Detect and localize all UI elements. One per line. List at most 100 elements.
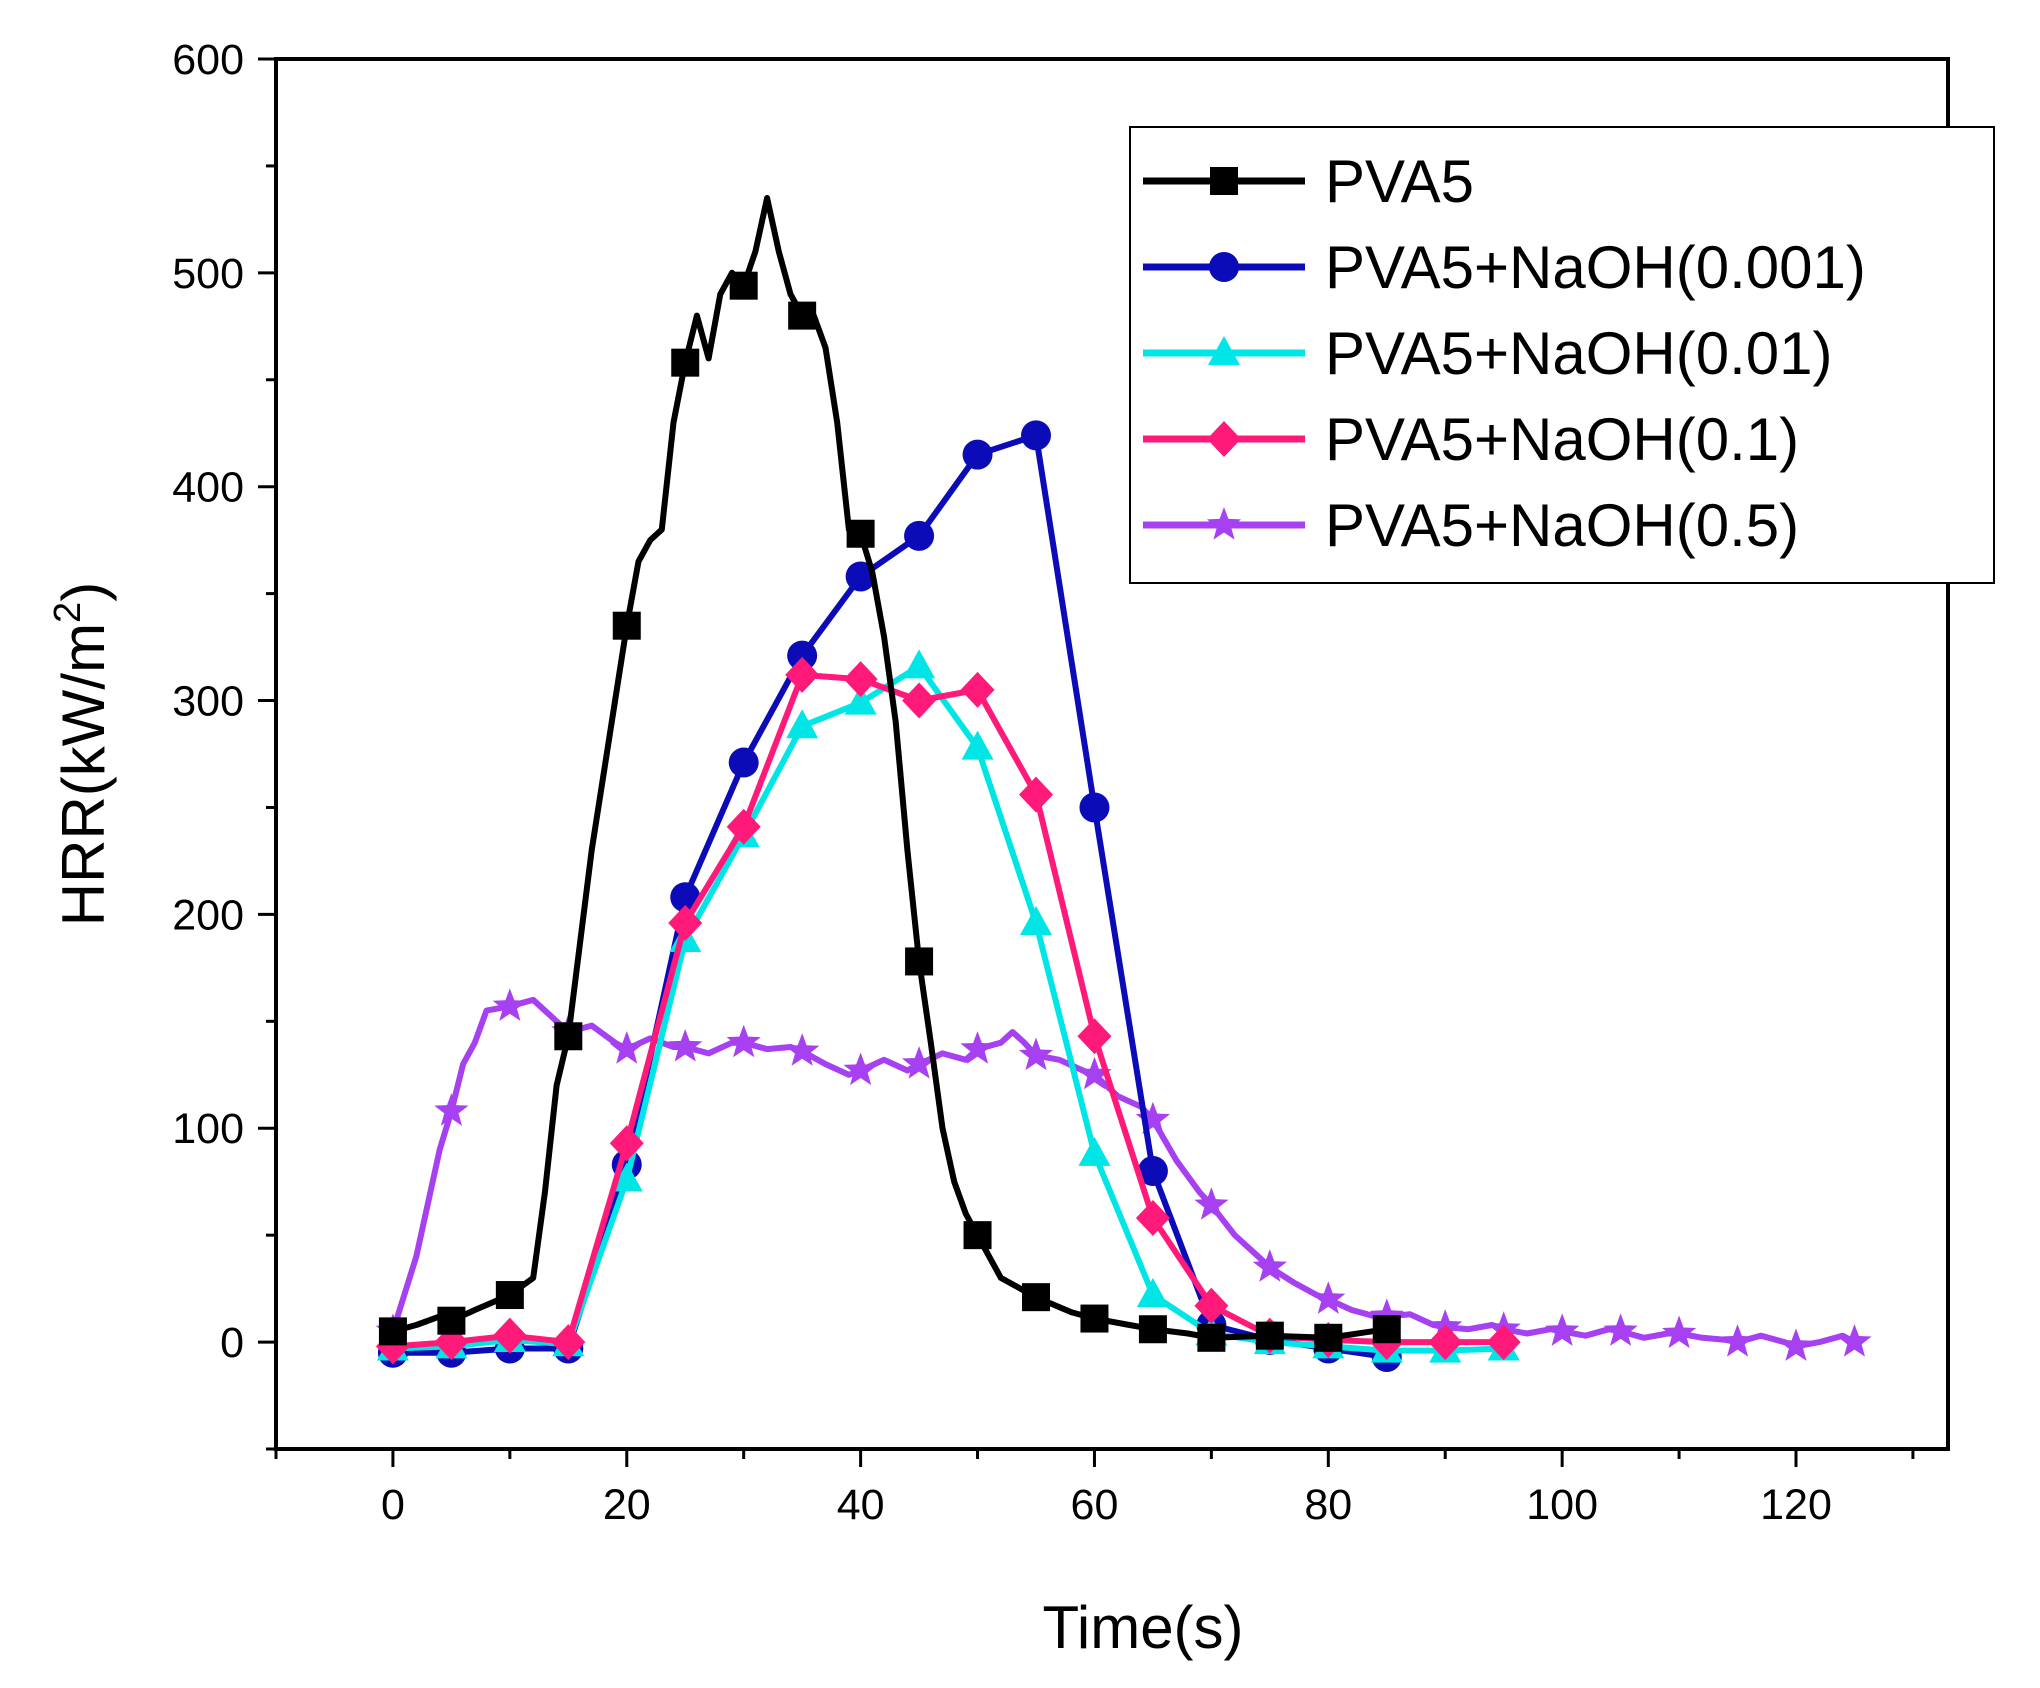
legend-entry-4: PVA5+NaOH(0.5) <box>1143 492 1799 559</box>
legend-entry-3: PVA5+NaOH(0.1) <box>1143 406 1799 473</box>
y-tick-label-2: 200 <box>172 891 244 939</box>
series-2-marker-10 <box>961 730 994 760</box>
legend-marker-1 <box>1209 252 1239 282</box>
legend-entry-0: PVA5 <box>1143 148 1474 215</box>
series-2-marker-12 <box>1078 1136 1111 1166</box>
legend-entry-2: PVA5+NaOH(0.01) <box>1143 320 1832 387</box>
series-0-marker-16 <box>1314 1323 1343 1352</box>
x-tick-label-3: 60 <box>1071 1481 1119 1529</box>
series-3-marker-8 <box>843 661 878 698</box>
series-0-marker-1 <box>437 1306 466 1335</box>
series-1-marker-12 <box>1079 792 1110 823</box>
series-4-marker-6 <box>726 1024 761 1058</box>
series-4-marker-17 <box>1369 1298 1404 1331</box>
series-0-marker-4 <box>612 611 641 640</box>
series-4-marker-20 <box>1545 1313 1580 1346</box>
series-4-marker-5 <box>668 1029 703 1062</box>
x-axis-title: Time(s) <box>1042 1594 1243 1661</box>
y-tick-label-4: 400 <box>172 464 244 512</box>
legend-entry-1: PVA5+NaOH(0.001) <box>1143 234 1866 301</box>
legend-label-4: PVA5+NaOH(0.5) <box>1325 492 1799 559</box>
series-3-marker-5 <box>668 904 703 941</box>
y-tick-label-1: 100 <box>172 1105 244 1153</box>
series-3-marker-14 <box>1194 1287 1229 1324</box>
series-3-marker-2 <box>492 1317 527 1354</box>
series-0-marker-9 <box>905 947 934 976</box>
legend-marker-0 <box>1210 167 1238 195</box>
series-1-marker-10 <box>962 439 993 470</box>
y-axis-title-close: ) <box>50 582 117 602</box>
series-2-marker-8 <box>844 685 877 715</box>
series-2-marker-11 <box>1020 905 1052 935</box>
series-0-marker-12 <box>1080 1304 1109 1333</box>
series-0-marker-3 <box>554 1022 583 1051</box>
series-3-marker-6 <box>726 808 761 845</box>
x-tick-label-6: 120 <box>1760 1481 1832 1529</box>
legend-label-3: PVA5+NaOH(0.1) <box>1325 406 1799 473</box>
series-0-marker-5 <box>671 348 700 377</box>
series-0-marker-17 <box>1372 1315 1401 1344</box>
series-2-marker-7 <box>786 709 819 739</box>
x-tick-label-1: 20 <box>603 1481 651 1529</box>
series-1-marker-7 <box>787 640 818 671</box>
x-tick-label-5: 100 <box>1526 1481 1598 1529</box>
series-4-marker-16 <box>1311 1281 1346 1314</box>
series-0-marker-0 <box>378 1317 407 1346</box>
series-3-marker-3 <box>551 1324 586 1361</box>
series-2-marker-9 <box>903 649 936 679</box>
series-3-marker-4 <box>609 1125 644 1162</box>
y-tick-label-0: 0 <box>220 1319 244 1367</box>
series-3-marker-10 <box>960 671 995 708</box>
legend-label-1: PVA5+NaOH(0.001) <box>1325 234 1866 301</box>
series-layer <box>375 195 1872 1373</box>
series-0-marker-11 <box>1022 1283 1050 1312</box>
y-tick-label-3: 300 <box>172 678 244 726</box>
series-4-marker-14 <box>1194 1187 1229 1220</box>
series-0-marker-2 <box>495 1281 524 1310</box>
legend-marker-4 <box>1206 507 1242 540</box>
series-4-marker-7 <box>785 1033 820 1066</box>
series-4-marker-13 <box>1135 1101 1170 1135</box>
y-axis-title-sup: 2 <box>47 602 89 623</box>
legend-marker-2 <box>1208 336 1240 365</box>
series-2-marker-13 <box>1136 1278 1169 1308</box>
legend-label-2: PVA5+NaOH(0.01) <box>1325 320 1832 387</box>
series-1-marker-9 <box>904 520 935 551</box>
series-3-marker-13 <box>1135 1200 1170 1237</box>
series-4-marker-25 <box>1837 1324 1872 1357</box>
y-tick-label-5: 500 <box>172 250 244 298</box>
series-1-marker-8 <box>845 561 876 592</box>
y-tick-label-6: 600 <box>172 36 244 84</box>
series-4-marker-22 <box>1662 1315 1697 1349</box>
x-tick-label-2: 40 <box>837 1481 885 1529</box>
series-0-marker-7 <box>788 301 817 330</box>
series-4-marker-9 <box>902 1046 937 1079</box>
legend: PVA5 PVA5+NaOH(0.001) PVA5+NaOH(0.01) PVA5+… <box>1129 126 1995 584</box>
series-4-marker-10 <box>960 1031 995 1064</box>
plot-frame <box>274 57 1950 1451</box>
series-3-marker-9 <box>902 682 937 719</box>
series-4-marker-4 <box>609 1031 644 1064</box>
series-3-marker-18 <box>1428 1324 1463 1361</box>
series-1-marker-6 <box>728 747 759 778</box>
x-tick-label-4: 80 <box>1304 1481 1352 1529</box>
y-axis-title-main: HRR(kW/m <box>50 623 117 926</box>
legend-marker-3 <box>1207 421 1241 457</box>
series-4-marker-15 <box>1252 1249 1287 1282</box>
ticks-layer: 0 20 40 60 80 100 120 0 100 200 300 400 500 600 <box>172 36 1915 1529</box>
series-0-marker-13 <box>1138 1315 1167 1344</box>
series-0 <box>378 195 1401 1352</box>
series-3-marker-19 <box>1486 1324 1521 1361</box>
series-4-marker-1 <box>434 1093 469 1126</box>
series-4-marker-8 <box>843 1052 878 1086</box>
legend-label-0: PVA5 <box>1325 148 1474 215</box>
series-0-marker-8 <box>846 519 875 548</box>
series-4-marker-21 <box>1603 1313 1638 1346</box>
series-3-marker-7 <box>785 656 820 693</box>
series-2-marker-4 <box>610 1162 643 1192</box>
series-4-marker-23 <box>1720 1324 1755 1357</box>
series-0-marker-14 <box>1197 1323 1226 1352</box>
series-0-marker-15 <box>1255 1321 1284 1350</box>
series-1-marker-13 <box>1137 1156 1168 1186</box>
